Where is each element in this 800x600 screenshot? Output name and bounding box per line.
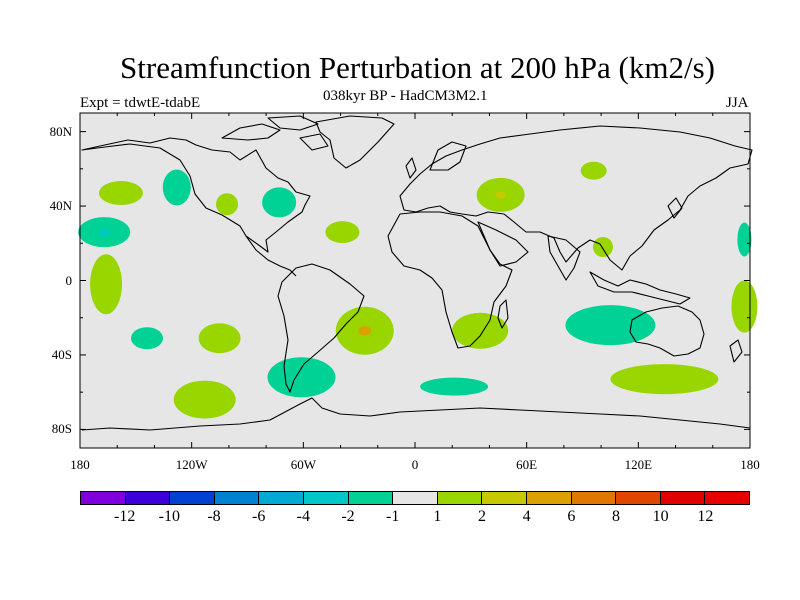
- coast-eurasia: [399, 125, 753, 271]
- coast-scandinavia: [429, 141, 467, 171]
- coast-india: [547, 235, 581, 281]
- colorbar-cell: [259, 492, 304, 504]
- chart-subtitle: 038kyr BP - HadCM3M2.1: [323, 88, 488, 104]
- colorbar-label: -2: [341, 508, 355, 525]
- colorbar-cell: [393, 492, 438, 504]
- colorbar-cell: [81, 492, 126, 504]
- coast-antarctica: [81, 397, 751, 431]
- coast-north-america: [81, 137, 311, 253]
- axis-ticks: [79, 113, 751, 448]
- lon-tick-label: 120E: [624, 457, 653, 472]
- coast-arctic-islands: [221, 115, 329, 151]
- colorbar-label: -8: [207, 508, 221, 525]
- coast-maritime-continent: [589, 271, 691, 305]
- lon-tick-label: 60W: [290, 457, 316, 472]
- coastlines: [81, 115, 753, 431]
- lon-tick-label: 0: [411, 457, 419, 472]
- anomaly-core-central-pacific: [98, 229, 110, 236]
- colorbar-cell: [348, 492, 394, 504]
- lat-tick-label: 80N: [49, 123, 72, 139]
- lon-tick-label: 60E: [516, 457, 538, 472]
- lat-tick-label: 80S: [51, 421, 72, 437]
- anomaly-southern-ocean-1: [173, 380, 236, 419]
- colorbar: [80, 491, 750, 505]
- anomaly-se-pacific-1: [131, 327, 163, 350]
- colorbar-cell: [616, 492, 661, 504]
- colorbar-cell: [526, 492, 572, 504]
- coast-japan: [667, 197, 683, 219]
- chart-title: Streamfunction Perturbation at 200 hPa (…: [120, 50, 715, 85]
- colorbar-cell: [125, 492, 171, 504]
- coast-britain: [405, 157, 417, 179]
- colorbar-label: -4: [296, 508, 310, 525]
- anomaly-ne-pacific-2: [162, 169, 191, 206]
- lat-tick-label: 40N: [49, 198, 72, 214]
- colorbar-cell: [437, 492, 483, 504]
- anomaly-core-s-atlantic: [358, 325, 372, 336]
- coast-new-zealand: [729, 339, 743, 363]
- colorbar-cell: [660, 492, 706, 504]
- lat-tick-label: 0: [65, 272, 73, 288]
- anomaly-siberia: [580, 161, 607, 180]
- colorbar-cell: [705, 492, 749, 504]
- colorbar-label: 2: [478, 508, 486, 525]
- coast-south-america: [277, 263, 365, 393]
- coast-africa: [387, 211, 513, 349]
- colorbar-label: 8: [612, 508, 620, 525]
- colorbar-label: 6: [567, 508, 576, 525]
- colorbar-label: -1: [385, 508, 400, 525]
- colorbar-cell: [170, 492, 215, 504]
- lat-tick-label: 40S: [51, 346, 72, 362]
- lon-tick-label: 120W: [175, 457, 208, 472]
- colorbar-label: -6: [251, 508, 266, 525]
- coast-greenland: [315, 115, 395, 169]
- anomaly-mid-atlantic: [325, 221, 360, 244]
- lon-tick-label: 180: [70, 457, 90, 472]
- colorbar-label: -12: [113, 508, 136, 525]
- anomaly-s-indian: [565, 305, 656, 346]
- anomaly-s-africa: [452, 312, 509, 349]
- experiment-label: Expt = tdwtE-tdabE: [80, 95, 201, 111]
- colorbar-cell: [482, 492, 527, 504]
- anomaly-w-pacific: [737, 222, 752, 257]
- anomaly-sw-pacific: [731, 280, 758, 333]
- anomaly-indochina: [592, 237, 613, 257]
- anomaly-western-us: [216, 193, 239, 216]
- anomaly-east-us: [262, 187, 297, 218]
- coast-australia: [629, 305, 705, 357]
- colorbar-label: 12: [697, 508, 714, 525]
- anomaly-southern-ocean-3: [610, 364, 719, 395]
- anomaly-ne-pacific-1: [98, 181, 143, 206]
- lon-tick-label: 180: [740, 457, 760, 472]
- anomaly-core-caspian: [495, 191, 506, 199]
- anomaly-s-america-south: [267, 357, 336, 398]
- anomaly-eq-pacific: [90, 254, 123, 315]
- colorbar-label: 1: [433, 508, 442, 525]
- colorbar-cell: [571, 492, 617, 504]
- colorbar-label: 4: [522, 508, 531, 525]
- colorbar-label: 10: [652, 508, 669, 525]
- anomaly-se-pacific-2: [198, 323, 241, 354]
- colorbar-cell: [214, 492, 260, 504]
- colorbar-cell: [303, 492, 349, 504]
- season-label: JJA: [726, 95, 749, 111]
- coast-madagascar: [497, 299, 509, 329]
- anomaly-southern-ocean-2: [420, 377, 489, 396]
- colorbar-label: -10: [158, 508, 180, 525]
- coast-central-america: [245, 235, 297, 277]
